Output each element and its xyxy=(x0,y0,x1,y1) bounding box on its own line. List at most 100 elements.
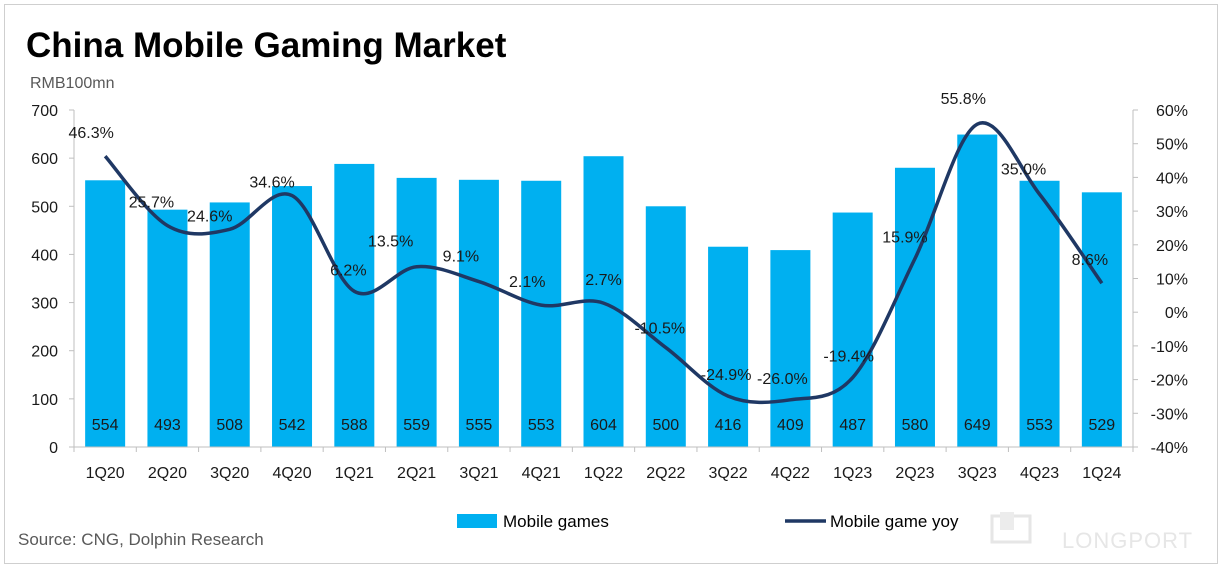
yoy-label-2Q22: -10.5% xyxy=(634,321,685,338)
bar-label-2Q22: 500 xyxy=(652,417,679,434)
legend-swatch-mobile-games xyxy=(457,514,497,528)
bar-label-1Q22: 604 xyxy=(590,417,617,434)
x-tick-1Q21: 1Q21 xyxy=(335,465,374,482)
longport-logo-icon xyxy=(990,512,1032,544)
y-left-tick-500: 500 xyxy=(31,199,58,216)
legend: Mobile games Mobile game yoy xyxy=(457,512,959,531)
bar-value-labels: 554 493 508 542 588 559 555 553 604 500 416 409 487 5… xyxy=(92,417,1116,434)
bar-2Q22 xyxy=(645,206,686,447)
bar-label-2Q20: 493 xyxy=(154,417,181,434)
bar-label-2Q21: 559 xyxy=(403,417,430,434)
bar-4Q20 xyxy=(272,186,313,447)
yoy-line xyxy=(103,121,1104,405)
y-left-tick-0: 0 xyxy=(49,440,58,457)
bar-label-2Q23: 580 xyxy=(902,417,929,434)
x-tick-3Q22: 3Q22 xyxy=(709,465,748,482)
legend-label-mobile-games: Mobile games xyxy=(503,512,609,531)
yoy-label-2Q21: 13.5% xyxy=(368,234,413,251)
y-left-tick-700: 700 xyxy=(31,103,58,120)
x-tick-1Q24: 1Q24 xyxy=(1082,465,1121,482)
y-right-tick-20%: 20% xyxy=(1156,238,1188,255)
y-right-tick--20%: -20% xyxy=(1151,373,1188,390)
watermark-brand: LONGPORT xyxy=(1062,528,1194,553)
yoy-label-1Q24: 8.6% xyxy=(1072,252,1108,269)
y-left-tick-600: 600 xyxy=(31,151,58,168)
yoy-label-4Q22: -26.0% xyxy=(757,371,808,388)
bar-4Q22 xyxy=(770,250,811,447)
bar-label-3Q20: 508 xyxy=(216,417,243,434)
yoy-label-1Q22: 2.7% xyxy=(585,272,621,289)
axes: 0 100 200 300 400 500 600 700 -40% -30% -20% -10% 0%… xyxy=(31,103,1188,482)
x-tick-4Q23: 4Q23 xyxy=(1020,465,1059,482)
y-left-tick-300: 300 xyxy=(31,296,58,313)
bar-label-1Q24: 529 xyxy=(1089,417,1116,434)
bar-1Q23 xyxy=(832,212,873,447)
yoy-label-1Q23: -19.4% xyxy=(823,349,874,366)
bar-2Q23 xyxy=(894,167,935,447)
yoy-label-3Q22: -24.9% xyxy=(701,367,752,384)
bar-label-4Q22: 409 xyxy=(777,417,804,434)
bar-label-3Q23: 649 xyxy=(964,417,991,434)
yoy-label-2Q23: 15.9% xyxy=(882,230,927,247)
y-right-tick--30%: -30% xyxy=(1151,406,1188,423)
yoy-line-series xyxy=(103,121,1104,405)
bar-label-4Q20: 542 xyxy=(279,417,306,434)
y-right-tick--10%: -10% xyxy=(1151,339,1188,356)
x-tick-1Q22: 1Q22 xyxy=(584,465,623,482)
bar-label-3Q22: 416 xyxy=(715,417,742,434)
bar-1Q24 xyxy=(1081,192,1122,447)
x-tick-3Q23: 3Q23 xyxy=(958,465,997,482)
bar-label-1Q21: 588 xyxy=(341,417,368,434)
y-right-tick--40%: -40% xyxy=(1151,440,1188,457)
bar-series xyxy=(85,134,1122,448)
bar-1Q21 xyxy=(334,163,375,448)
x-tick-2Q20: 2Q20 xyxy=(148,465,187,482)
y-right-tick-0%: 0% xyxy=(1165,305,1188,322)
bar-1Q20 xyxy=(85,180,126,447)
bar-2Q21 xyxy=(396,177,437,448)
x-tick-2Q22: 2Q22 xyxy=(646,465,685,482)
y-right-tick-50%: 50% xyxy=(1156,137,1188,154)
yoy-label-3Q20: 24.6% xyxy=(187,208,232,225)
x-tick-3Q21: 3Q21 xyxy=(459,465,498,482)
y-right-tick-30%: 30% xyxy=(1156,204,1188,221)
bar-3Q23 xyxy=(957,134,998,447)
x-tick-4Q21: 4Q21 xyxy=(522,465,561,482)
yoy-label-4Q23: 35.0% xyxy=(1001,161,1046,178)
yoy-label-1Q21: 6.2% xyxy=(330,262,366,279)
yoy-value-labels: 46.3% 25.7% 24.6% 34.6% 6.2%13.5% 9.1% 2.1% 2.7… xyxy=(68,91,1108,388)
bar-label-1Q20: 554 xyxy=(92,417,119,434)
x-tick-2Q21: 2Q21 xyxy=(397,465,436,482)
y-axis-unit-label: RMB100mn xyxy=(30,75,115,92)
legend-label-yoy: Mobile game yoy xyxy=(830,512,959,531)
yoy-label-3Q23: 55.8% xyxy=(941,91,986,108)
bar-label-4Q23: 553 xyxy=(1026,417,1053,434)
x-tick-1Q20: 1Q20 xyxy=(86,465,125,482)
x-tick-4Q22: 4Q22 xyxy=(771,465,810,482)
yoy-label-4Q20: 34.6% xyxy=(249,175,294,192)
y-right-tick-10%: 10% xyxy=(1156,272,1188,289)
bar-label-4Q21: 553 xyxy=(528,417,555,434)
x-tick-4Q20: 4Q20 xyxy=(272,465,311,482)
yoy-label-2Q20: 25.7% xyxy=(129,195,174,212)
y-left-tick-200: 200 xyxy=(31,344,58,361)
bar-4Q23 xyxy=(1019,180,1060,447)
yoy-label-3Q21: 9.1% xyxy=(443,249,479,266)
source-note: Source: CNG, Dolphin Research xyxy=(18,530,264,549)
y-right-tick-60%: 60% xyxy=(1156,103,1188,120)
bar-4Q21 xyxy=(521,180,562,447)
x-tick-2Q23: 2Q23 xyxy=(895,465,934,482)
x-tick-3Q20: 3Q20 xyxy=(210,465,249,482)
y-left-tick-100: 100 xyxy=(31,392,58,409)
y-right-tick-40%: 40% xyxy=(1156,170,1188,187)
y-left-tick-400: 400 xyxy=(31,247,58,264)
chart-title: China Mobile Gaming Market xyxy=(26,26,507,65)
bar-label-1Q23: 487 xyxy=(839,417,866,434)
bar-3Q21 xyxy=(458,179,499,448)
x-tick-1Q23: 1Q23 xyxy=(833,465,872,482)
yoy-label-4Q21: 2.1% xyxy=(509,274,545,291)
bar-3Q20 xyxy=(209,202,250,447)
yoy-label-1Q20: 46.3% xyxy=(68,125,113,142)
bar-2Q20 xyxy=(147,209,188,447)
